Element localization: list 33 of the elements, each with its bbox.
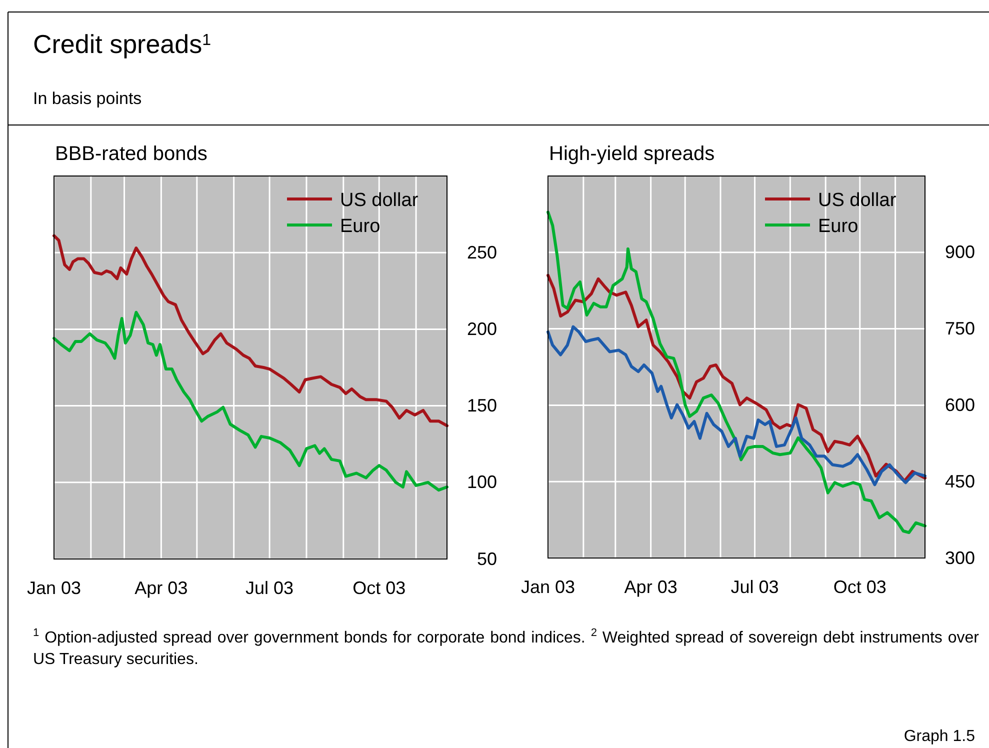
x-tick-label: Oct 03 <box>833 576 886 597</box>
legend-label: US dollar <box>818 190 897 211</box>
y-tick-label: 200 <box>466 318 497 339</box>
y-tick-label: 100 <box>466 472 497 492</box>
y-tick-label: 50 <box>476 548 497 569</box>
x-tick-label: Jul 03 <box>246 578 294 598</box>
chart-title: High-yield spreads <box>549 143 715 165</box>
y-tick-label: 250 <box>466 242 497 262</box>
chart-title: BBB-rated bonds <box>55 143 208 165</box>
x-tick-label: Jan 03 <box>26 578 82 598</box>
x-tick-label: Apr 03 <box>134 578 188 598</box>
line-series <box>546 325 926 486</box>
x-tick-label: Jul 03 <box>730 576 779 597</box>
y-tick-label: 900 <box>944 242 975 262</box>
x-tick-label: Jan 03 <box>520 576 576 597</box>
y-tick-label: 600 <box>944 394 975 415</box>
line-series <box>546 210 926 534</box>
text: Credit spreads$^{1}$ <box>33 29 212 59</box>
y-tick-label: 150 <box>466 396 497 416</box>
y-tick-label: 750 <box>944 318 975 339</box>
legend-label: Euro <box>340 216 380 237</box>
text: In basis points <box>33 89 142 108</box>
y-tick-label: 300 <box>944 548 975 568</box>
legend-label: Euro <box>818 216 858 237</box>
x-tick-label: Oct 03 <box>352 578 406 598</box>
line-series <box>52 234 448 428</box>
legend-label: US dollar <box>340 190 419 211</box>
line-series <box>52 310 448 492</box>
x-tick-label: Apr 03 <box>624 576 678 597</box>
caption: Graph 1.5 <box>904 728 976 745</box>
line-series <box>546 274 926 483</box>
text: $^{1}$ Option-adjusted spread over government bonds for corporate bond indices. $^{2}$ Weighted spread of sovereign debt instruments over US Treasury securities. <box>33 627 980 668</box>
y-tick-label: 450 <box>944 471 975 492</box>
